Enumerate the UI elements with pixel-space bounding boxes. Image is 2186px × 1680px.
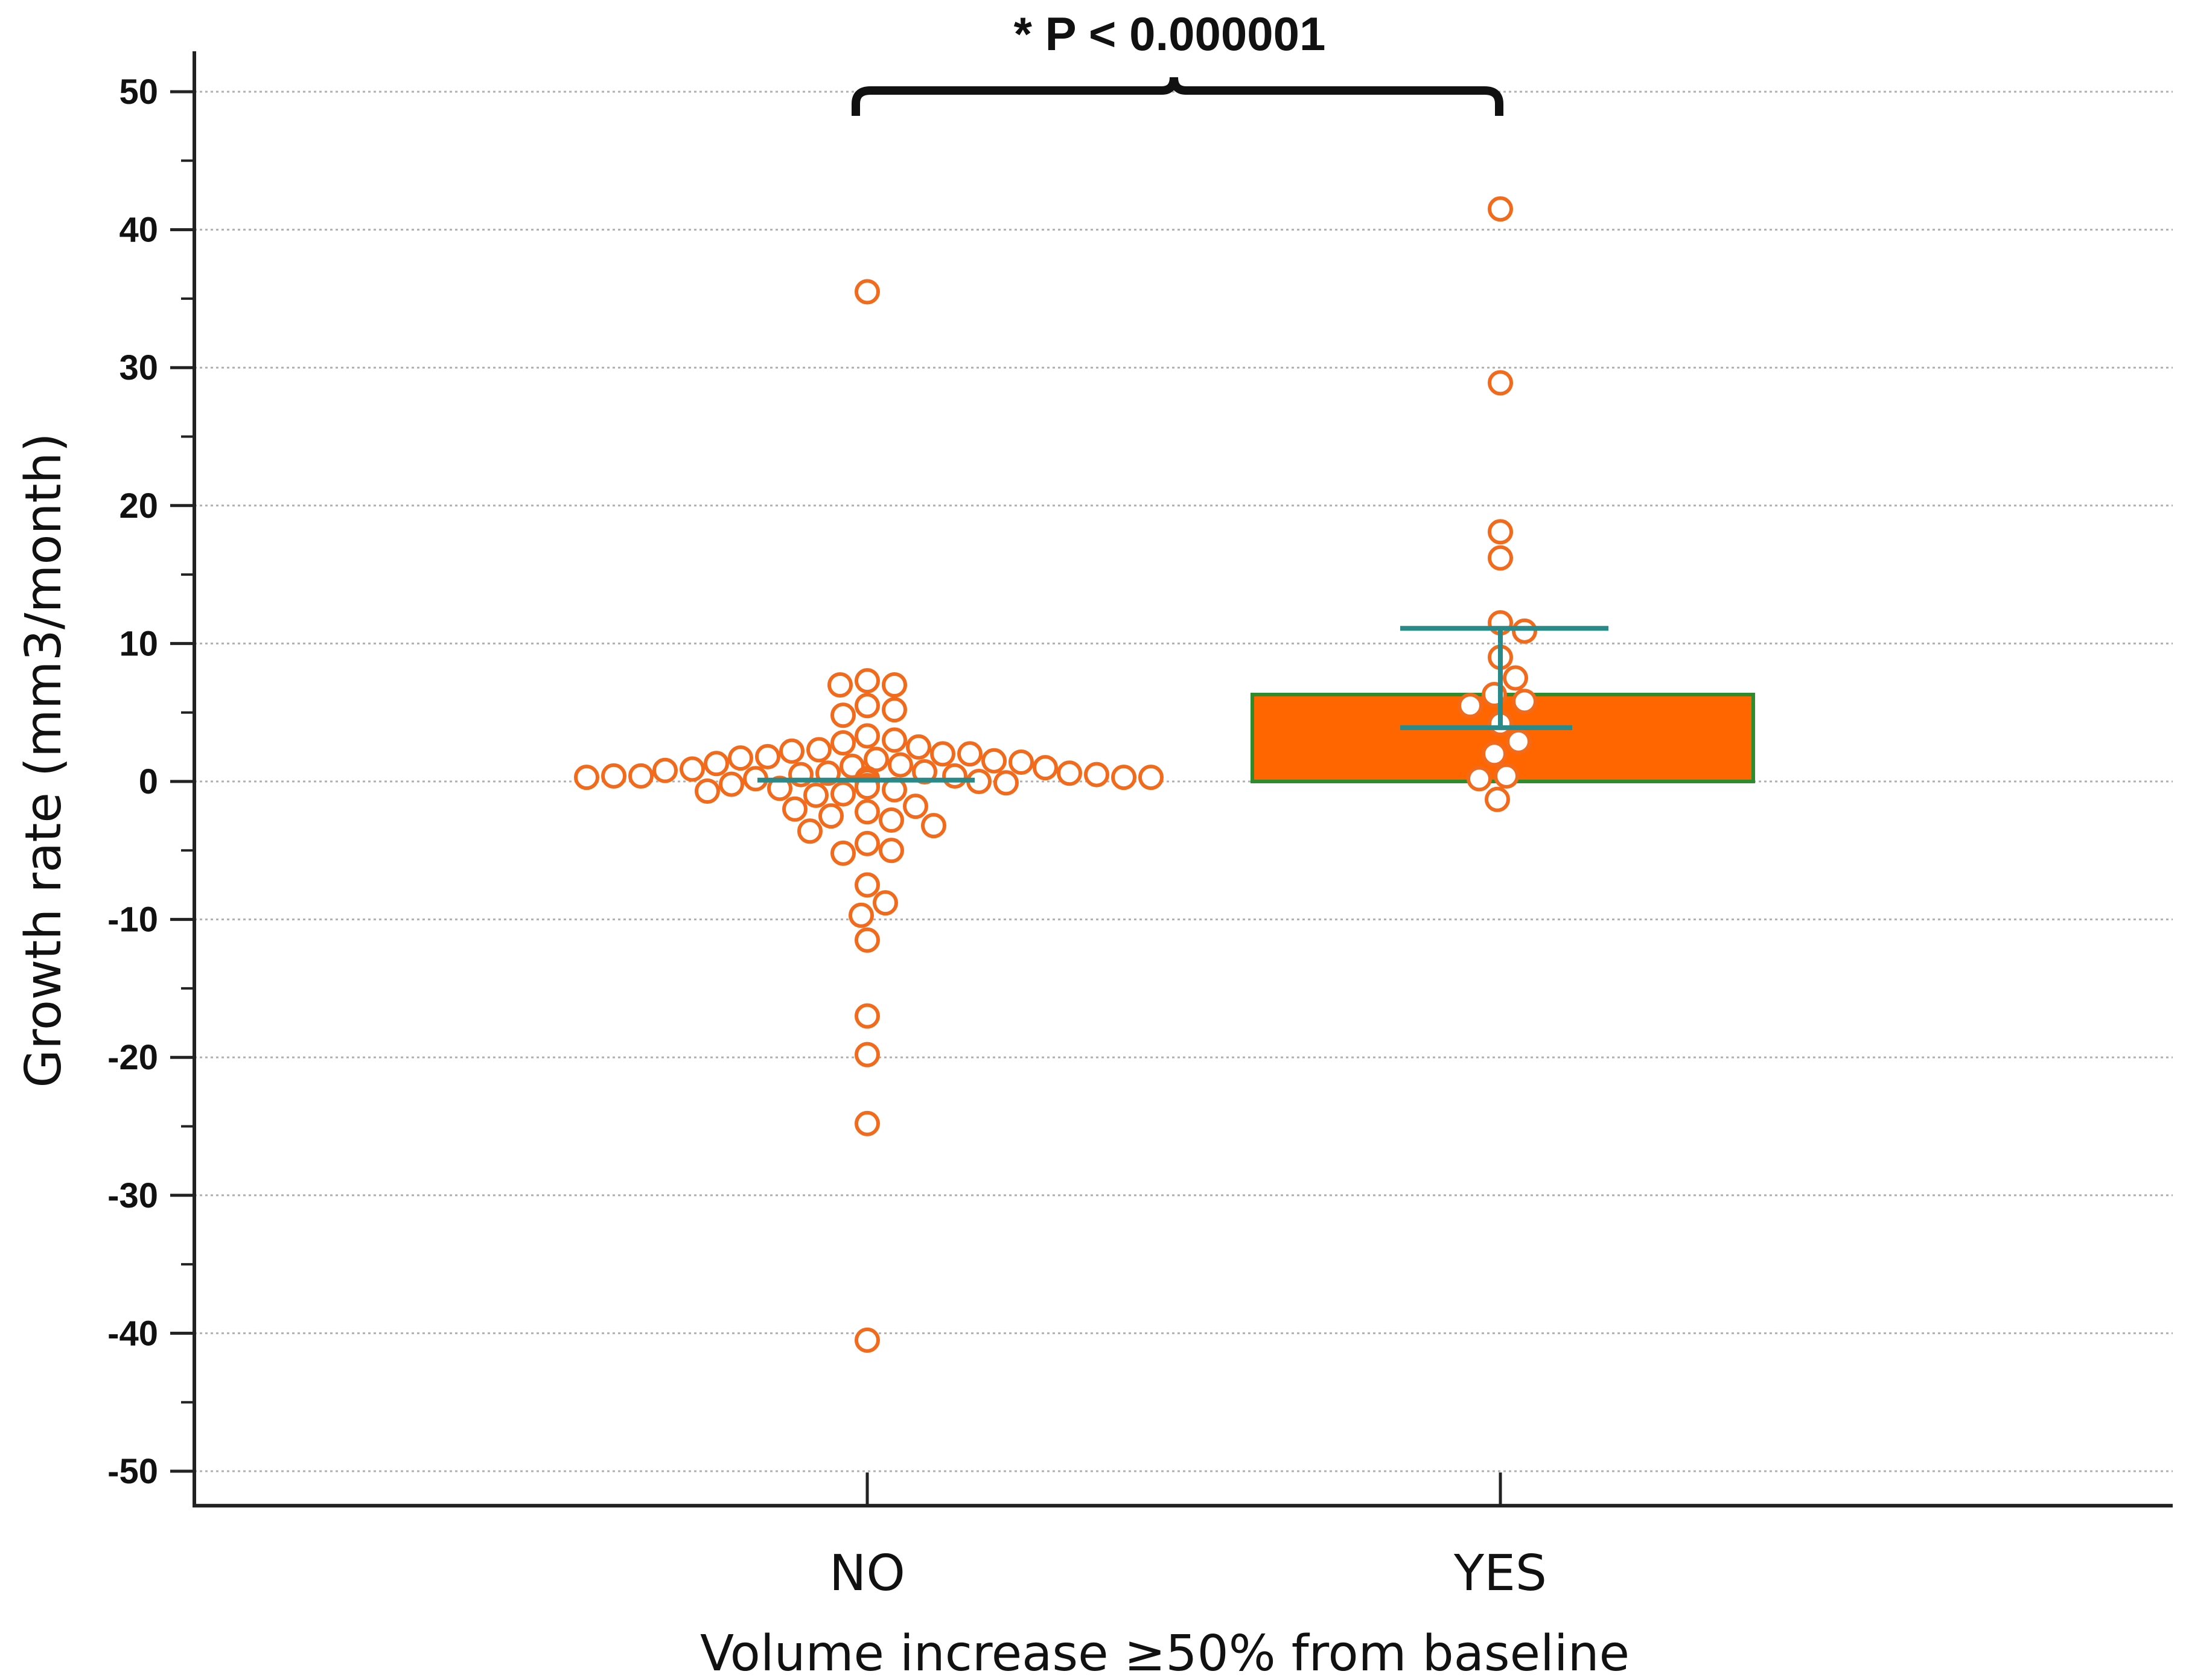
y-tick-label: 50 (119, 72, 158, 112)
data-point-no (855, 279, 880, 305)
point-layer (574, 196, 1537, 1353)
data-point-no (1111, 765, 1136, 791)
data-point-no (728, 745, 753, 771)
data-point-no (601, 763, 626, 789)
data-point-no (855, 1042, 880, 1068)
data-point-no (855, 872, 880, 898)
data-point-no (1084, 762, 1109, 788)
data-point-no (855, 799, 880, 825)
data-point-no (680, 756, 705, 782)
y-tick-labels: 50 40 30 20 10 0 -10 -20 -30 -40 -50 (107, 72, 158, 1491)
y-tick-label: -40 (107, 1314, 158, 1353)
p-value-annotation: * P < 0.000001 (1014, 7, 1326, 60)
axes (170, 51, 2173, 1508)
data-point-no (719, 771, 744, 797)
data-point-yes (1488, 519, 1513, 545)
data-point-no (574, 765, 599, 791)
data-point-yes (1512, 618, 1537, 644)
y-tick-label: 10 (119, 624, 158, 663)
data-point-no (981, 748, 1007, 774)
y-tick-label: 40 (119, 211, 158, 250)
x-axis-title: Volume increase ≥50% from baseline (700, 1625, 1630, 1680)
data-point-no (755, 743, 780, 769)
y-axis-title: Growth rate (mm3/month) (15, 433, 72, 1087)
data-point-no (797, 818, 823, 844)
data-point-no (830, 781, 856, 807)
data-point-no (652, 757, 678, 783)
data-point-yes (1503, 665, 1528, 691)
data-point-no (882, 727, 907, 753)
y-tick-label: -30 (107, 1176, 158, 1215)
y-tick-label: 0 (139, 762, 158, 801)
data-point-yes (1512, 689, 1537, 714)
data-point-no (855, 1003, 880, 1029)
data-point-no (957, 741, 983, 767)
data-point-no (888, 752, 913, 778)
y-tick-label: -50 (107, 1452, 158, 1491)
data-point-no (818, 803, 844, 829)
data-point-no (1009, 749, 1034, 775)
y-tick-label: -20 (107, 1038, 158, 1077)
data-point-no (830, 730, 856, 756)
data-point-no (803, 782, 829, 808)
x-category-label: YES (1453, 1545, 1547, 1602)
data-point-no (855, 830, 880, 856)
data-point-no (879, 807, 904, 833)
data-point-no (855, 693, 880, 719)
data-point-no (882, 672, 907, 698)
data-point-no (830, 840, 856, 866)
y-tick-label: 20 (119, 486, 158, 526)
data-point-yes (1494, 763, 1519, 789)
data-point-yes (1485, 786, 1510, 812)
x-category-label: NO (829, 1545, 905, 1602)
data-point-no (855, 927, 880, 953)
bracket-path (852, 77, 1503, 116)
data-point-no (704, 751, 729, 777)
data-point-no (855, 723, 880, 749)
y-tick-label: 30 (119, 348, 158, 387)
data-point-no (855, 1110, 880, 1136)
data-point-no (779, 738, 805, 764)
data-point-yes (1467, 766, 1492, 792)
data-point-yes (1506, 728, 1531, 754)
data-point-no (921, 813, 946, 839)
data-point-no (782, 796, 808, 822)
data-point-no (912, 759, 937, 784)
data-point-no (855, 668, 880, 694)
data-point-no (930, 741, 955, 767)
data-point-no (1057, 760, 1082, 786)
data-point-no (806, 737, 832, 763)
data-point-no (873, 890, 898, 916)
data-point-no (1033, 755, 1058, 781)
data-point-no (906, 734, 931, 760)
data-point-yes (1458, 693, 1483, 719)
data-point-yes (1488, 545, 1513, 571)
data-point-no (882, 697, 907, 723)
x-category-labels: NO YES (829, 1545, 1547, 1602)
grid-lines (194, 91, 2173, 1472)
error-bar-layer (757, 626, 1608, 783)
significance-bracket (852, 77, 1503, 116)
data-point-no (827, 672, 853, 698)
data-point-no (1138, 765, 1164, 791)
data-point-yes (1488, 370, 1513, 396)
data-point-no (767, 775, 792, 801)
data-point-no (879, 838, 904, 864)
data-point-no (855, 1327, 880, 1353)
data-point-no (993, 770, 1019, 796)
data-point-no (849, 902, 874, 928)
data-point-yes (1482, 741, 1507, 767)
data-point-no (903, 794, 928, 819)
data-point-yes (1488, 196, 1513, 222)
y-tick-label: -10 (107, 900, 158, 940)
data-point-no (695, 778, 720, 804)
data-point-no (830, 702, 856, 728)
data-point-no (628, 763, 654, 789)
data-point-no (942, 763, 967, 789)
